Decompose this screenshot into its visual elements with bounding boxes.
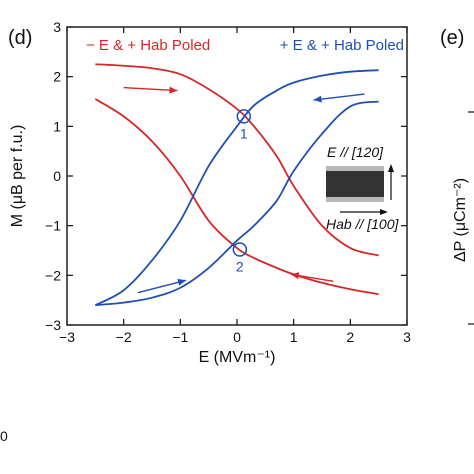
x-tick-label: −3 xyxy=(59,329,75,345)
y-tick-label: 2 xyxy=(53,69,61,85)
arrow-series-1-0 xyxy=(137,279,187,294)
y-tick-label: −1 xyxy=(45,218,61,234)
curve-series-1-branch-1 xyxy=(94,69,379,306)
x-tick-label: 2 xyxy=(346,329,354,345)
y-tick-label: 3 xyxy=(53,19,61,35)
arrowhead-series-1-0 xyxy=(177,278,186,286)
curve-series-0-branch-1 xyxy=(94,98,379,296)
inset-label-e: E // [120] xyxy=(327,144,384,160)
inset-h-arrowhead xyxy=(380,209,388,215)
stray-axis-label: 0 xyxy=(0,428,8,444)
x-tick-label: 1 xyxy=(290,329,298,345)
marker-circle-2 xyxy=(232,242,248,257)
arrowhead-series-1-1 xyxy=(313,95,322,103)
panel-e-y-axis-title: ΔP (μCm⁻²) xyxy=(452,178,469,262)
panel-e-partial: (e) ΔP (μCm⁻²) xyxy=(440,27,474,325)
panel-letter-d: (d) xyxy=(8,27,32,49)
y-tick-label: −3 xyxy=(45,317,61,333)
curve-series-0-branch-0 xyxy=(95,63,379,257)
legend-blue: + E & + Hab Poled xyxy=(280,37,404,54)
arrow-series-0-0 xyxy=(123,86,178,92)
circle-markers: 12 xyxy=(232,109,252,275)
marker-label-2: 2 xyxy=(236,259,244,275)
arrowhead-series-0-0 xyxy=(169,86,178,94)
y-tick-label: 1 xyxy=(53,118,61,134)
x-tick-label: 0 xyxy=(233,329,241,345)
inset-e-arrowhead xyxy=(388,164,394,172)
arrowhead-series-0-1 xyxy=(290,272,300,280)
marker-label-1: 1 xyxy=(240,125,248,141)
inset-slab xyxy=(326,171,384,197)
x-tick-label: −1 xyxy=(172,329,188,345)
x-axis-title: E (MVm⁻¹) xyxy=(199,349,276,366)
marker-circle-1 xyxy=(236,109,252,124)
curve-series-1-branch-0 xyxy=(95,100,379,307)
inset-label-h: Hab // [100] xyxy=(326,216,399,232)
y-tick-label: −2 xyxy=(45,267,61,283)
y-tick-label: 0 xyxy=(53,168,61,184)
legend-red: − E & + Hab Poled xyxy=(86,37,210,54)
inset-diagram: E // [120] Hab // [100] xyxy=(326,144,399,232)
x-tick-label: 3 xyxy=(403,329,411,345)
panel-letter-e: (e) xyxy=(440,27,464,49)
y-axis-title: M (μB per f.u.) xyxy=(9,125,26,228)
x-tick-label: −2 xyxy=(116,329,132,345)
arrow-series-1-1 xyxy=(313,93,365,101)
direction-arrows xyxy=(123,86,365,294)
curves xyxy=(94,63,379,307)
